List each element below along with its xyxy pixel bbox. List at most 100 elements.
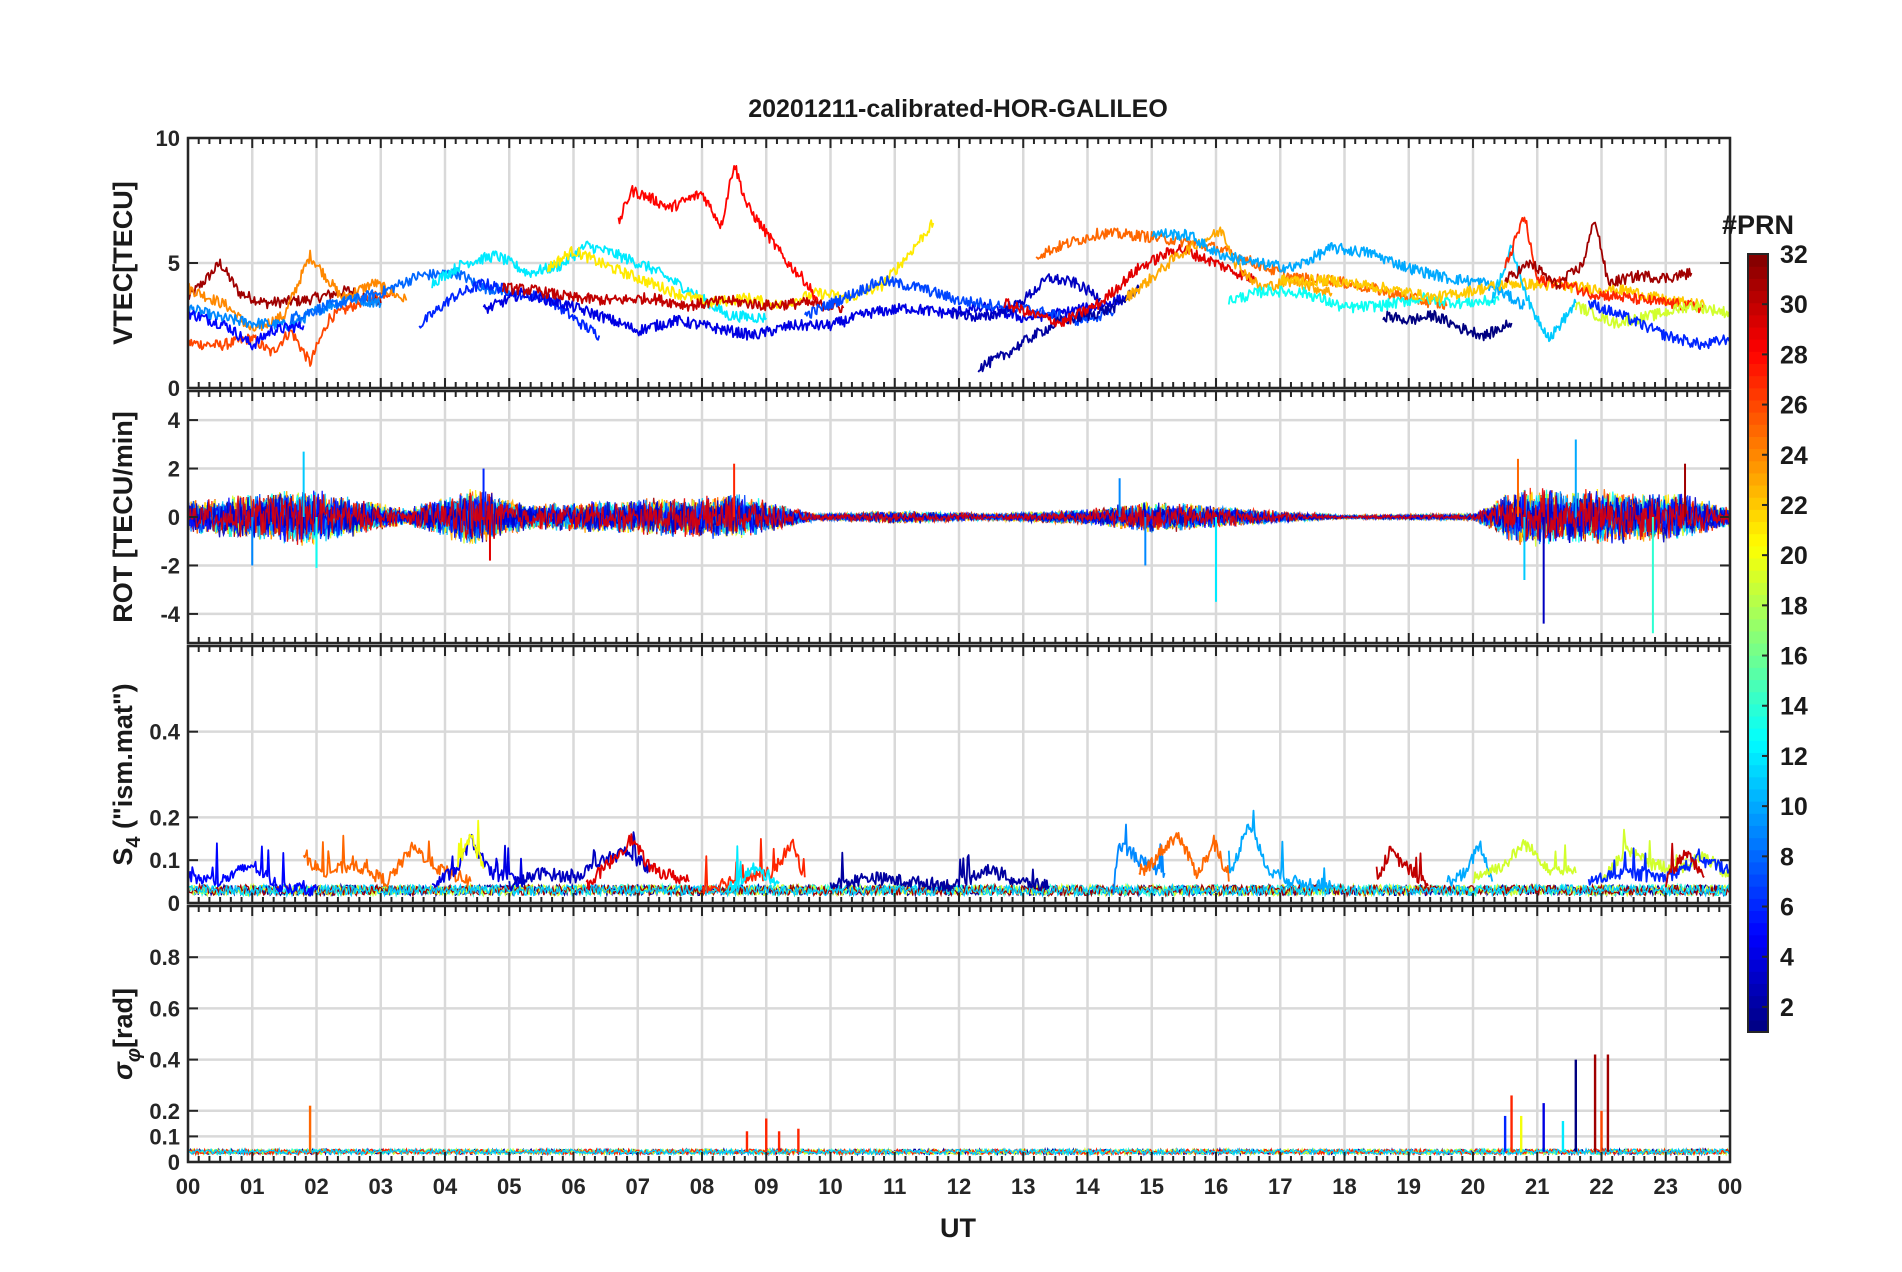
y-tick-label: 0.8 xyxy=(149,945,180,970)
colorbar-block xyxy=(1748,667,1768,681)
series-line-prn-20 xyxy=(457,819,485,869)
x-tick-label: 09 xyxy=(754,1174,778,1199)
y-axis-label-s4: S4 ("ism.mat") xyxy=(108,683,145,865)
x-tick-label: 06 xyxy=(561,1174,585,1199)
colorbar-block xyxy=(1748,582,1768,595)
series-line-prn-30 xyxy=(1375,845,1429,889)
series-line-prn-10 xyxy=(1446,840,1494,887)
colorbar-block xyxy=(1748,655,1768,668)
colorbar-block xyxy=(1748,424,1768,437)
y-tick-label: 0.4 xyxy=(149,720,180,745)
series-line-prn-27 xyxy=(1504,216,1705,314)
colorbar-block xyxy=(1748,643,1768,656)
colorbar-block xyxy=(1748,557,1768,571)
colorbar-block xyxy=(1748,995,1768,1009)
colorbar-block xyxy=(1748,971,1768,984)
series-line-prn-6 xyxy=(1587,847,1730,886)
x-tick-label: 02 xyxy=(304,1174,328,1199)
colorbar-block xyxy=(1748,801,1768,814)
series-line-prn-30 xyxy=(501,282,845,314)
y-axis-label-vtec: VTEC[TECU] xyxy=(108,181,138,345)
x-tick-label: 12 xyxy=(947,1174,971,1199)
series-line-prn-6 xyxy=(1587,299,1730,350)
colorbar-block xyxy=(1748,776,1768,790)
colorbar-block xyxy=(1748,873,1768,887)
colorbar-tick-label: 14 xyxy=(1780,693,1808,721)
colorbar-tick-label: 30 xyxy=(1780,291,1808,319)
colorbar-block xyxy=(1748,946,1768,960)
x-tick-label: 07 xyxy=(626,1174,650,1199)
colorbar-tick-label: 18 xyxy=(1780,592,1808,620)
colorbar-block xyxy=(1748,1019,1768,1033)
colorbar-block xyxy=(1748,934,1768,948)
y-tick-label: 10 xyxy=(156,126,180,151)
y-tick-label: -4 xyxy=(160,602,180,627)
colorbar-block xyxy=(1748,618,1768,632)
colorbar-frame xyxy=(1747,253,1769,1033)
x-axis: 00 01 02 03 04 05 06 07 08 09 10 11 12 13 14 15 16 17 18 19… xyxy=(176,1174,1742,1199)
colorbar-tick-label: 8 xyxy=(1780,843,1794,871)
colorbar-block xyxy=(1748,351,1768,365)
series-line-prn-29 xyxy=(585,833,690,891)
colorbar-block xyxy=(1748,837,1768,851)
panel-sigma: 00.10.2 0.4 0.6 0.8σφ[rad] xyxy=(108,904,1732,1175)
colorbar-block xyxy=(1748,363,1768,377)
colorbar-block xyxy=(1748,387,1768,401)
colorbar-block xyxy=(1748,266,1768,279)
series-line-prn-2 xyxy=(829,851,1050,892)
series-line-prn-19 xyxy=(1472,839,1577,884)
x-tick-label: 15 xyxy=(1140,1174,1164,1199)
x-tick-label: 05 xyxy=(497,1174,521,1199)
colorbar-block xyxy=(1748,509,1768,523)
colorbar-block xyxy=(1748,484,1768,498)
series-line-prn-9 xyxy=(1112,823,1166,895)
panel-rot-data xyxy=(188,439,1730,634)
colorbar-block xyxy=(1748,922,1768,936)
y-tick-label: 5 xyxy=(168,251,180,276)
series-line-prn-5 xyxy=(188,842,318,897)
y-tick-label: 0 xyxy=(168,891,180,916)
series-line-prn-31 xyxy=(188,258,382,310)
chart-title: 20201211-calibrated-HOR-GALILEO xyxy=(748,95,1168,123)
series-line-prn-25 xyxy=(1138,831,1230,882)
x-tick-label: 23 xyxy=(1654,1174,1678,1199)
y-tick-label: -2 xyxy=(160,553,180,578)
series-line-prn-5 xyxy=(188,310,305,351)
colorbar-block xyxy=(1748,302,1768,316)
series-line-prn-10 xyxy=(1227,809,1333,892)
series-line-prn-13 xyxy=(1227,284,1500,314)
colorbar-tick-label: 26 xyxy=(1780,392,1808,420)
series-line-prn-12 xyxy=(726,845,780,893)
series-line-prn-22 xyxy=(1279,274,1706,310)
colorbar-block xyxy=(1748,472,1768,486)
colorbar-block xyxy=(1748,594,1768,608)
colorbar-block xyxy=(1748,1007,1768,1021)
series-line-prn-26 xyxy=(188,286,395,367)
colorbar-block xyxy=(1748,715,1768,729)
x-tick-label: 00 xyxy=(1718,1174,1742,1199)
colorbar-block xyxy=(1748,533,1768,547)
colorbar-block xyxy=(1748,375,1768,389)
colorbar-block xyxy=(1748,606,1768,620)
colorbar-block xyxy=(1748,448,1768,462)
series-line-prn-30 xyxy=(1664,842,1705,888)
x-tick-label: 16 xyxy=(1204,1174,1228,1199)
colorbar-block xyxy=(1748,788,1768,802)
series-line-prn-28 xyxy=(617,165,819,301)
colorbar-tick-label: 6 xyxy=(1780,894,1794,922)
panel-rot: -4 -2 0 2 4 ROT [TECU/min] xyxy=(108,389,1732,645)
colorbar-tick-label: 4 xyxy=(1780,944,1794,972)
series-line-prn-19 xyxy=(1574,301,1730,329)
colorbar-block xyxy=(1748,290,1768,304)
colorbar-block xyxy=(1748,630,1768,644)
colorbar-block xyxy=(1748,849,1768,863)
y-tick-label: 0.2 xyxy=(149,1099,180,1124)
y-tick-label: 0.1 xyxy=(149,1124,180,1149)
colorbar-block xyxy=(1748,764,1768,778)
colorbar-block xyxy=(1748,339,1768,352)
colorbar-title: #PRN xyxy=(1722,210,1794,240)
colorbar-tick-label: 12 xyxy=(1780,743,1808,771)
y-tick-label: 0 xyxy=(168,505,180,530)
colorbar-block xyxy=(1748,326,1768,340)
